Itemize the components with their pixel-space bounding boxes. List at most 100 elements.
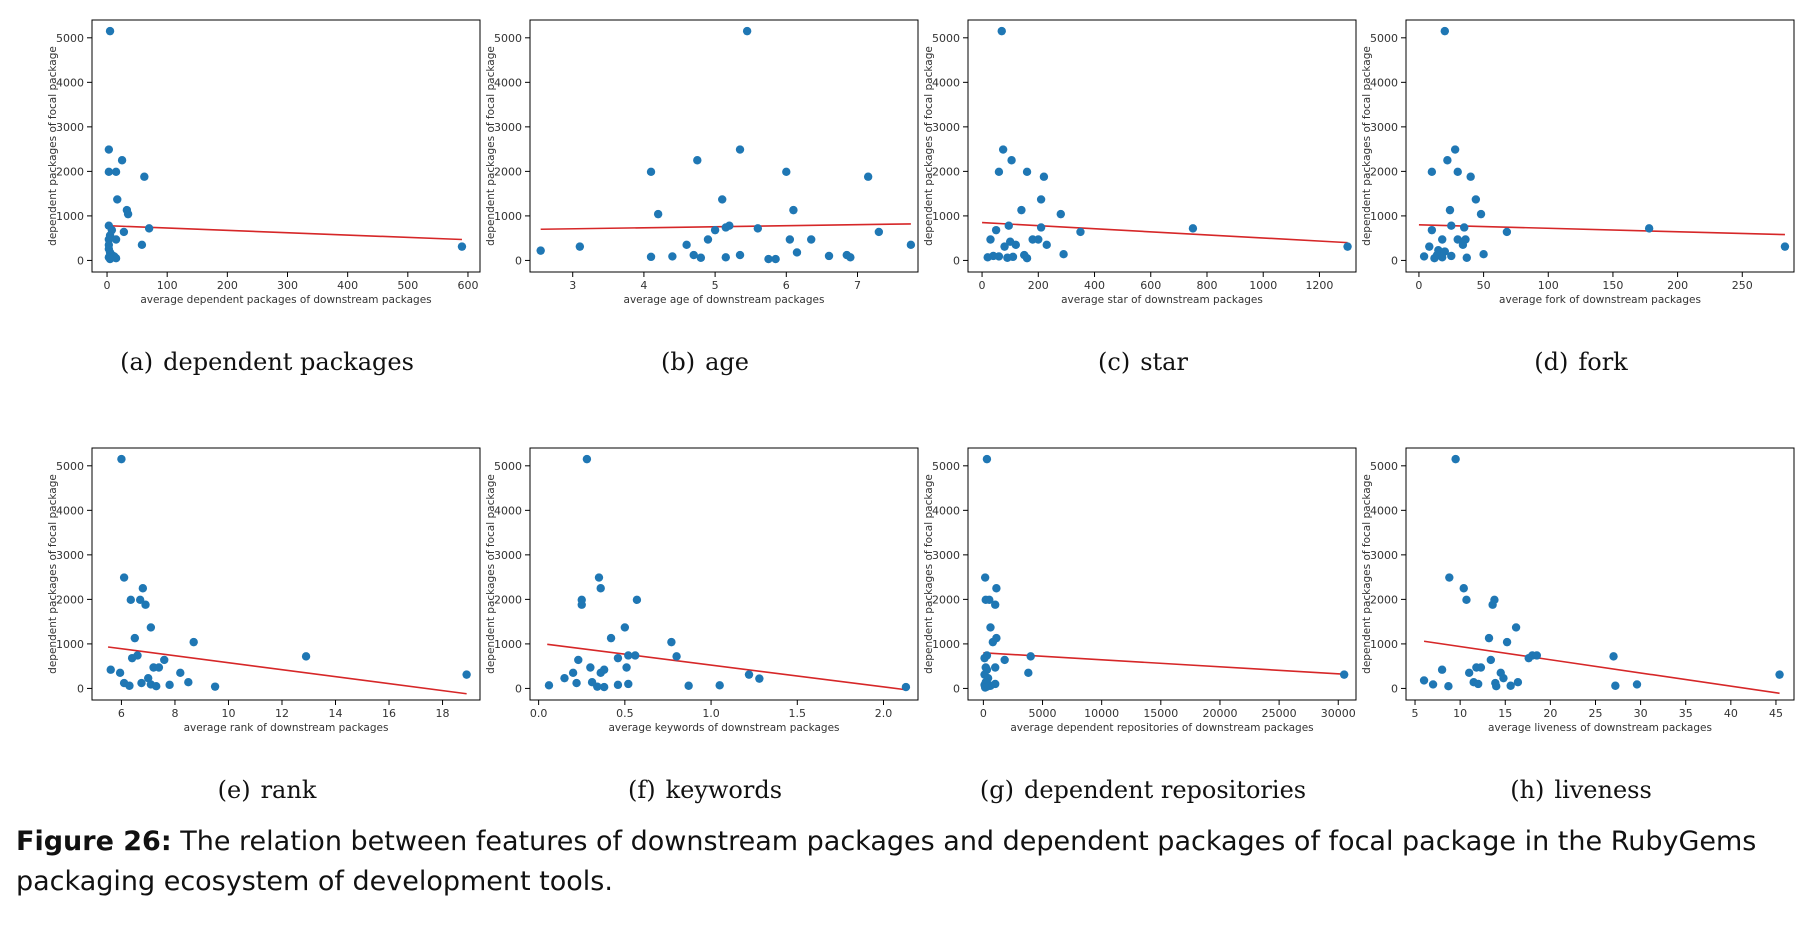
data-point — [998, 145, 1008, 154]
data-point — [106, 665, 115, 674]
x-tick-label: 0.0 — [530, 707, 548, 720]
y-tick-label: 0 — [1391, 254, 1398, 267]
data-point — [1438, 235, 1447, 244]
data-point — [1476, 663, 1486, 672]
data-point — [1003, 253, 1012, 262]
caption-label-d: (d) — [1534, 348, 1569, 376]
y-tick-label: 1000 — [932, 638, 960, 651]
data-point — [1438, 253, 1447, 262]
y-tick-label: 1000 — [494, 210, 522, 223]
data-point — [1462, 253, 1471, 262]
y-tick-label: 2000 — [494, 165, 522, 178]
x-tick-label: 10000 — [1084, 707, 1119, 720]
data-point — [613, 680, 623, 690]
x-axis-label-f: average keywords of downstream packages — [608, 722, 839, 734]
y-axis-label-h: dependent packages of focal package — [1361, 474, 1373, 674]
x-axis-label-e: average rank of downstream packages — [184, 722, 389, 734]
data-point — [210, 682, 220, 691]
data-point — [1034, 235, 1043, 244]
data-point — [991, 663, 1000, 672]
subplot-e: 6 8 10 12 14 16 18 0 1000 2000 3000 4000 5000 average… — [47, 444, 482, 814]
y-tick-label: 4000 — [494, 76, 522, 89]
data-point — [689, 250, 698, 260]
data-point — [1780, 242, 1790, 251]
subplot-h: 5 10 15 20 25 30 35 40 45 0 1000 2000 3000 4000 5000 av… — [1361, 444, 1796, 814]
y-tick-label: 3000 — [1370, 549, 1398, 562]
data-point — [1425, 242, 1434, 251]
data-point — [682, 240, 691, 250]
data-point — [1484, 633, 1494, 643]
caption-label-h: (h) — [1510, 776, 1545, 804]
scatter-plot-c: 0 200 400 600 800 1000 1200 0 1000 2000 3000 4000 50… — [923, 19, 1357, 306]
data-point — [721, 223, 730, 232]
x-tick-label: 2.0 — [875, 707, 893, 720]
x-axis-label-c: average star of downstream packages — [1061, 294, 1263, 306]
x-tick-label: 30 — [1634, 707, 1648, 720]
subplot-caption-f: (f) keywords — [490, 776, 920, 804]
y-tick-label: 0 — [953, 682, 960, 695]
data-point — [1339, 670, 1349, 679]
y-tick-label: 5000 — [1370, 32, 1398, 45]
data-point — [1039, 172, 1049, 181]
y-tick-label: 4000 — [932, 76, 960, 89]
data-point — [599, 682, 609, 692]
x-tick-label: 4 — [640, 279, 647, 292]
plot-frame — [967, 19, 1357, 273]
data-point — [1447, 221, 1456, 230]
y-axis-label-c: dependent packages of focal package — [923, 46, 935, 246]
data-point — [710, 225, 720, 235]
subplot-caption-h: (h) liveness — [1366, 776, 1796, 804]
data-point — [874, 227, 884, 237]
data-point — [989, 251, 998, 261]
x-tick-label: 3 — [569, 279, 576, 292]
x-tick-label: 10 — [221, 707, 235, 720]
y-tick-label: 5000 — [56, 460, 84, 473]
data-point — [1499, 673, 1508, 683]
data-point — [613, 653, 623, 663]
subplot-f: 0.0 0.5 1.0 1.5 2.0 0 1000 2000 3000 4000 5000 aver… — [485, 444, 920, 814]
data-point — [624, 651, 633, 660]
data-point — [1004, 221, 1013, 230]
x-tick-label: 300 — [277, 279, 298, 292]
data-point — [735, 250, 745, 260]
data-point — [1000, 242, 1009, 251]
data-point — [1775, 670, 1784, 679]
data-point — [160, 655, 169, 665]
data-point — [104, 167, 114, 177]
subplot-caption-e: (e) rank — [52, 776, 482, 804]
x-tick-label: 1.0 — [702, 707, 720, 720]
subplot-g: 0 5000 10000 15000 20000 25000 30000 0 1000 2000 3… — [923, 444, 1358, 814]
data-point — [1036, 195, 1046, 204]
data-point — [126, 595, 135, 605]
data-point — [715, 681, 724, 690]
data-point — [1022, 253, 1032, 263]
data-point — [176, 668, 185, 678]
data-point — [137, 678, 146, 688]
data-point — [135, 595, 145, 605]
y-tick-label: 4000 — [494, 504, 522, 517]
data-point — [646, 167, 656, 177]
y-tick-label: 3000 — [56, 549, 84, 562]
x-tick-label: 14 — [329, 707, 343, 720]
y-tick-label: 0 — [953, 254, 960, 267]
data-point — [807, 235, 816, 244]
x-axis-label-a: average dependent packages of downstream… — [140, 294, 431, 306]
x-tick-label: 800 — [1196, 279, 1217, 292]
x-tick-label: 5 — [712, 279, 719, 292]
plot-frame — [529, 19, 919, 273]
x-tick-label: 250 — [1732, 279, 1753, 292]
data-point — [1632, 680, 1642, 689]
data-point — [594, 573, 604, 582]
x-tick-label: 8 — [171, 707, 178, 720]
data-point — [560, 673, 569, 683]
y-tick-label: 1000 — [494, 638, 522, 651]
y-tick-label: 1000 — [56, 210, 84, 223]
data-point — [653, 209, 663, 219]
data-point — [863, 172, 873, 181]
data-point — [123, 209, 133, 219]
data-point — [667, 637, 676, 647]
data-point — [1611, 681, 1620, 690]
x-tick-label: 200 — [1667, 279, 1688, 292]
data-point — [991, 225, 1001, 235]
caption-text-f: keywords — [665, 776, 783, 804]
